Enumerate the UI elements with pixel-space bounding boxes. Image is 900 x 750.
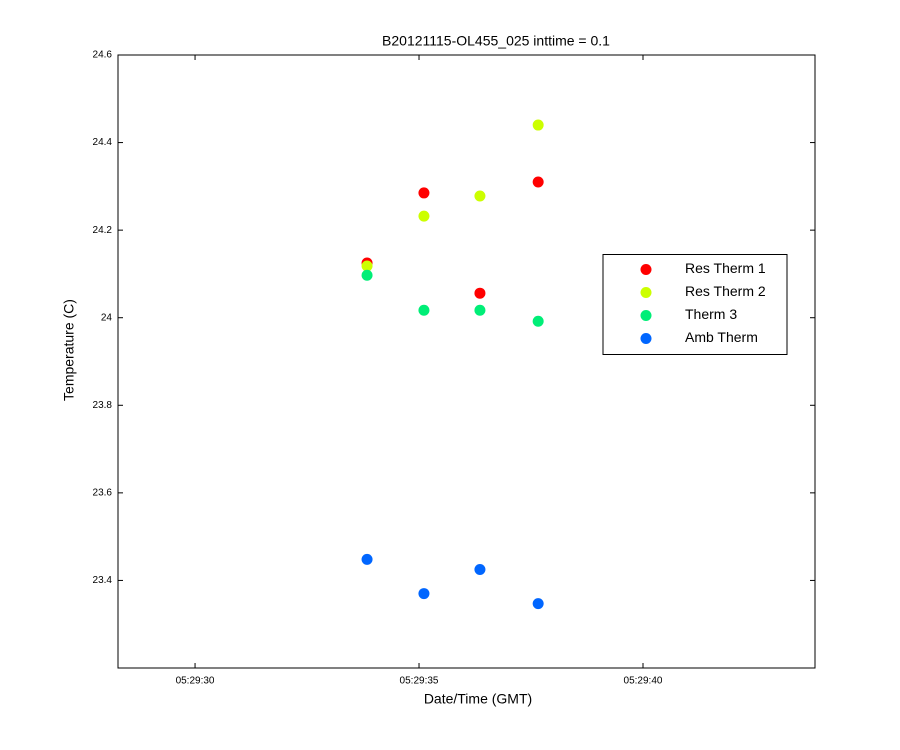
point — [532, 176, 544, 188]
legend-marker — [640, 264, 652, 275]
x-axis-label: Date/Time (GMT) — [424, 691, 532, 707]
x-tick-label: 05:29:30 — [176, 676, 215, 687]
point — [418, 588, 430, 600]
point — [474, 304, 486, 316]
y-tick-label: 24 — [101, 312, 113, 323]
point — [474, 287, 486, 299]
legend-marker — [640, 310, 652, 321]
point — [474, 563, 486, 575]
y-tick-label: 24.4 — [93, 137, 113, 148]
chart-title: B20121115-OL455_025 inttime = 0.1 — [382, 33, 610, 49]
y-tick-label: 23.8 — [93, 400, 113, 411]
point — [418, 187, 430, 199]
legend-label: Res Therm 2 — [685, 283, 766, 299]
legend-label: Amb Therm — [685, 329, 758, 345]
y-tick-label: 23.6 — [93, 487, 113, 498]
point — [532, 315, 544, 327]
point — [532, 598, 544, 610]
legend-marker — [640, 287, 652, 298]
y-tick-label: 24.6 — [93, 50, 113, 61]
point — [361, 553, 373, 565]
legend-box — [602, 254, 788, 355]
x-tick-label: 05:29:40 — [624, 676, 663, 687]
point — [361, 260, 373, 272]
legend-marker — [640, 333, 652, 344]
y-tick-label: 23.4 — [93, 575, 113, 586]
x-tick-label: 05:29:35 — [400, 676, 439, 687]
legend-label: Res Therm 1 — [685, 260, 766, 276]
point — [532, 119, 544, 131]
point — [361, 269, 373, 281]
point — [474, 190, 486, 202]
point — [418, 304, 430, 316]
plot-area — [117, 54, 816, 669]
y-tick-label: 24.2 — [93, 225, 113, 236]
y-axis-label: Temperature (C) — [61, 299, 77, 401]
legend-label: Therm 3 — [685, 306, 737, 322]
point — [418, 210, 430, 222]
